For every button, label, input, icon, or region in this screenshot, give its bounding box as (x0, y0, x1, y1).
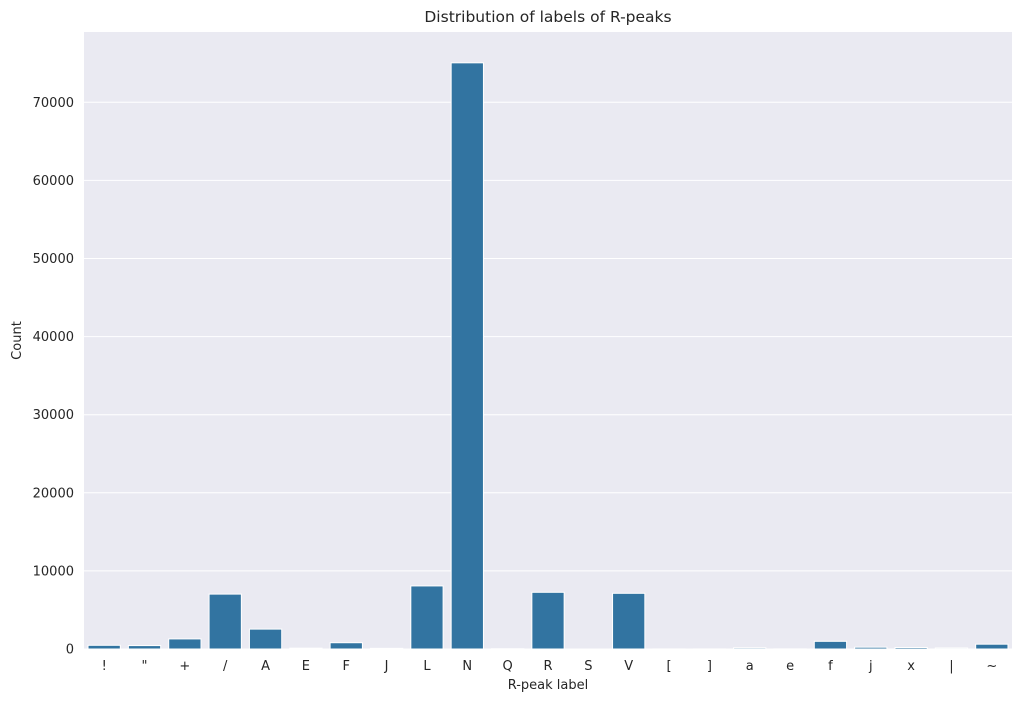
x-tick-label: / (223, 659, 228, 674)
x-tick-label: [ (667, 659, 672, 674)
y-tick-label: 70000 (33, 96, 74, 111)
x-tick-label: + (179, 659, 190, 674)
x-tick-label: S (584, 659, 592, 674)
bar (813, 640, 848, 650)
x-tick-label: J (384, 659, 389, 674)
bar (733, 647, 767, 650)
y-tick-label: 60000 (33, 174, 74, 189)
gridlines (84, 101, 1012, 650)
x-tick-label: " (142, 659, 148, 674)
x-tick-label: ~ (986, 659, 997, 674)
y-axis-label: Count (10, 321, 25, 360)
y-tick-label: 10000 (33, 564, 74, 579)
bar (208, 593, 242, 650)
x-tick-label: | (949, 659, 953, 674)
bar (975, 643, 1009, 650)
x-tick-label: R (543, 659, 552, 674)
x-tick-label: a (746, 659, 754, 674)
plot-area (84, 32, 1012, 649)
bar (369, 647, 404, 650)
bar (450, 62, 484, 650)
chart-title: Distribution of labels of R-peaks (424, 8, 671, 26)
x-tick-label: V (624, 659, 633, 674)
bars (87, 62, 1009, 650)
x-tick-label: j (868, 659, 873, 674)
bar (329, 642, 363, 650)
x-tick-label: E (302, 659, 310, 674)
bar (612, 592, 646, 650)
x-tick-label: L (423, 659, 431, 674)
bar (168, 638, 202, 650)
x-tick-label: N (462, 659, 472, 674)
bar (87, 644, 121, 650)
x-tick-label: x (907, 659, 915, 674)
x-tick-label: ] (707, 659, 712, 674)
bar (894, 646, 928, 650)
x-tick-label: Q (503, 659, 513, 674)
x-axis-label: R-peak label (508, 678, 589, 693)
x-tick-label: A (261, 659, 270, 674)
y-tick-label: 0 (66, 643, 74, 658)
y-tick-label: 50000 (33, 252, 74, 267)
bar (410, 585, 444, 650)
y-tick-label: 20000 (33, 486, 74, 501)
bar (531, 591, 565, 650)
y-tick-label: 30000 (33, 408, 74, 423)
bar (248, 628, 283, 650)
y-tick-label: 40000 (33, 330, 74, 345)
y-tick-labels: 0 10000 20000 30000 40000 50000 60000 70000 (33, 96, 74, 658)
bar (289, 647, 323, 650)
bar (854, 646, 888, 650)
x-tick-label: e (786, 659, 794, 674)
x-tick-label: ! (102, 659, 107, 674)
bar (127, 645, 162, 650)
bar (934, 647, 969, 650)
x-tick-labels: ! " + / A E F J L N Q R S V [] a e f j x | ~ (102, 659, 998, 674)
x-tick-label: F (343, 659, 350, 674)
x-tick-label: f (828, 659, 833, 674)
